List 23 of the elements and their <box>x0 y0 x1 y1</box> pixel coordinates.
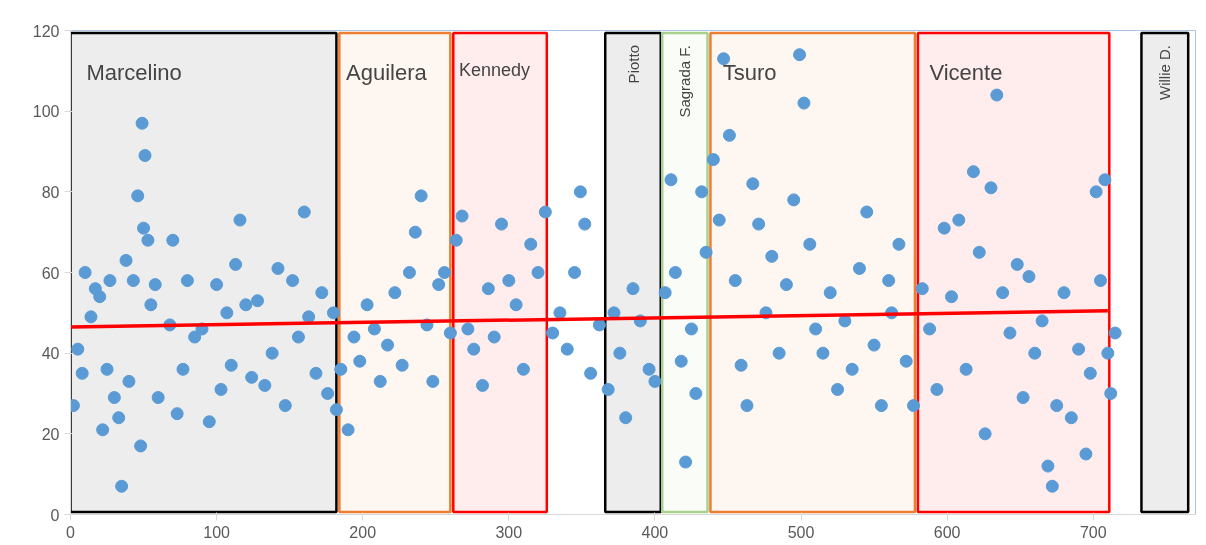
band-label: Sagrada F. <box>676 45 694 118</box>
x-tick-label: 600 <box>933 523 961 541</box>
x-tick-label: 400 <box>641 523 669 541</box>
y-tick-label: 40 <box>41 345 60 363</box>
x-tick-label: 100 <box>203 523 231 541</box>
band-label: Willie D. <box>1156 45 1174 101</box>
band-label: Kennedy <box>458 59 530 80</box>
band-label: Vicente <box>929 59 1003 85</box>
y-tick-label: 100 <box>32 103 60 121</box>
y-tick-label: 80 <box>41 183 60 201</box>
y-tick-label: 20 <box>41 425 60 443</box>
band-label: Piotto <box>624 45 642 84</box>
x-tick-label: 200 <box>349 523 377 541</box>
x-tick-label: 300 <box>495 523 523 541</box>
x-tick-label: 0 <box>66 523 76 541</box>
x-tick-label: 500 <box>787 523 815 541</box>
x-tick-label: 700 <box>1079 523 1107 541</box>
y-tick-label: 0 <box>50 506 60 524</box>
band-label: Aguilera <box>345 59 428 85</box>
y-tick-label: 120 <box>32 22 60 40</box>
y-tick-label: 60 <box>41 264 60 282</box>
band-label: Tsuro <box>722 59 777 85</box>
band-label: Marcelino <box>86 59 182 85</box>
